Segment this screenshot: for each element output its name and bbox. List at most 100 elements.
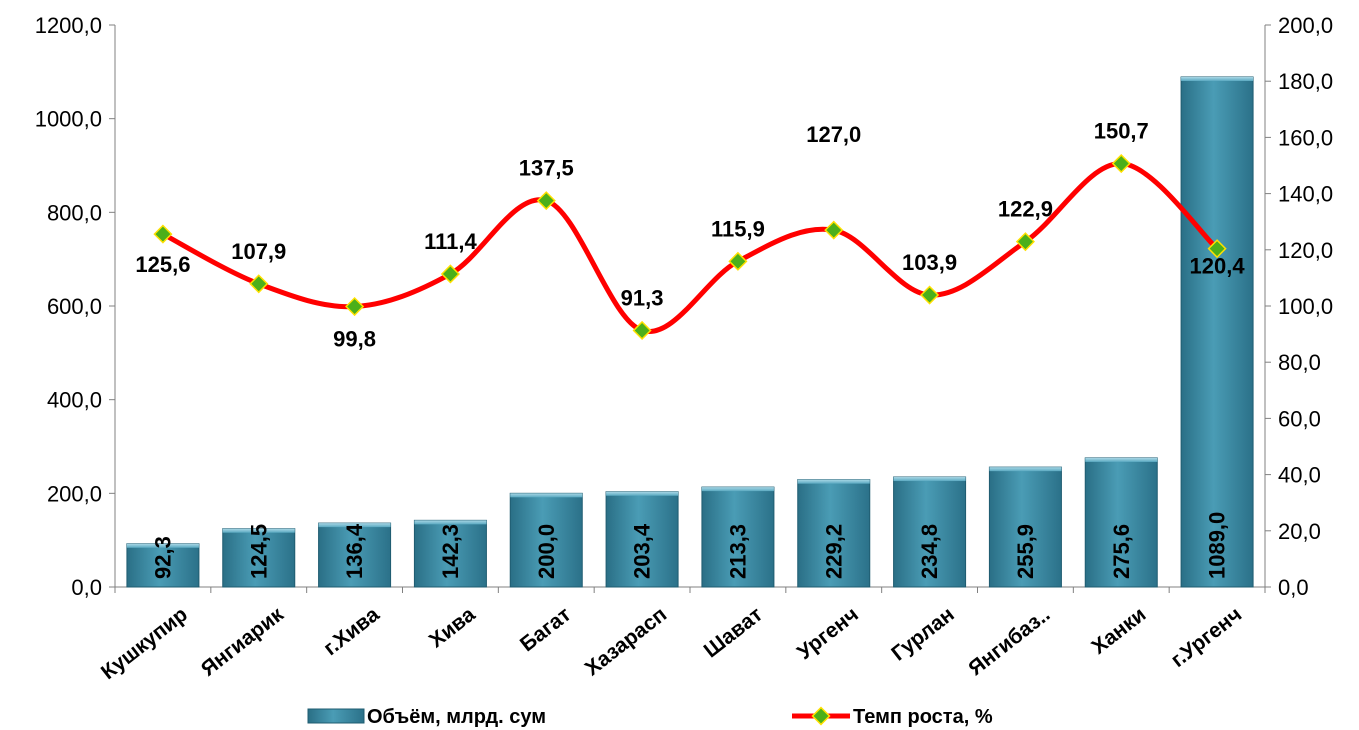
right-tick-label: 100,0 [1278,294,1333,319]
category-label: Багат [516,603,575,657]
line-value-label: 137,5 [519,156,574,181]
bar-value-label: 1089,0 [1205,512,1230,579]
line-value-label: 150,7 [1094,119,1149,144]
right-tick-label: 20,0 [1278,519,1321,544]
legend-line-label: Темп роста, % [853,706,993,728]
bar-top-highlight [222,528,295,533]
bar [413,519,487,588]
category-label: Ургенч [793,603,863,664]
bar-value-label: 213,3 [725,524,750,579]
line-marker [920,285,940,305]
bar-series [126,76,1254,588]
left-tick-label: 0,0 [71,575,102,600]
category-label: Гурлан [887,603,958,666]
line-value-label: 99,8 [333,327,376,352]
bar [893,476,967,588]
bar [797,479,871,588]
left-tick-label: 800,0 [47,200,102,225]
bar-top-highlight [414,520,487,525]
bar-value-label: 200,0 [534,524,559,579]
line-series [153,153,1227,340]
category-label: Янгибаз.. [964,603,1054,681]
right-y-axis: 0,0 20,0 40,0 60,0 80,0 100,0 120,0 140,0 160,0 1… [1264,13,1333,600]
category-label: Хива [425,603,480,653]
line-value-label: 103,9 [902,250,957,275]
bar [1180,76,1254,588]
right-tick-label: 200,0 [1278,13,1333,38]
line-marker [249,274,269,294]
legend-line-marker [811,706,831,726]
left-tick-label: 600,0 [47,294,102,319]
legend-bar-label: Объём, млрд. сум [367,706,546,728]
line-value-label: 111,4 [424,229,477,254]
line-marker [1111,153,1131,174]
line-value-label: 127,0 [806,122,861,147]
category-label: Кушкупир [97,603,192,684]
bar [701,486,775,588]
legend: Объём, млрд. сум Темп роста, % [307,706,993,728]
line-marker [1207,239,1227,259]
line-marker [153,224,173,244]
right-tick-label: 0,0 [1278,575,1309,600]
left-tick-label: 1000,0 [35,107,102,132]
bar [1084,457,1158,588]
bar-value-label: 203,4 [630,523,655,579]
right-tick-label: 40,0 [1278,463,1321,488]
bar [222,528,296,588]
bar-value-label: 124,5 [246,524,271,579]
line-marker [1015,232,1035,252]
bar-value-label: 136,4 [342,523,367,579]
bar-top-highlight [510,493,583,498]
category-label: Хазарасп [581,603,671,681]
bar-value-label: 142,3 [438,524,463,579]
right-tick-label: 180,0 [1278,69,1333,94]
line-value-label: 115,9 [711,216,765,241]
legend-bar-swatch [307,708,365,724]
line-marker [728,251,748,271]
bar-top-highlight [606,491,679,496]
category-label: Ханки [1087,603,1150,659]
bar-top-highlight [989,467,1062,472]
right-tick-label: 80,0 [1278,350,1321,375]
line-value-label: 120,4 [1190,254,1246,279]
bar-top-highlight [126,543,199,548]
bar-labels: 92,3 124,5 136,4 142,3 200,0 203,4 213,3 229,2 2… [150,512,1229,579]
growth-line [161,161,1219,335]
bar-value-label: 275,6 [1109,524,1134,579]
right-tick-label: 60,0 [1278,406,1321,431]
category-label: Янгиарик [197,603,288,681]
line-labels: 125,6 107,9 99,8 111,4 137,5 91,3 115,9 127,0 10… [135,119,1245,352]
line-marker [632,320,652,340]
left-y-axis: 0,0 200,0 400,0 600,0 800,0 1000,0 1200,0 [35,13,116,600]
line-value-label: 125,6 [135,252,190,277]
category-label: Шават [700,603,767,663]
bar-value-label: 229,2 [821,524,846,579]
left-tick-label: 1200,0 [35,13,102,38]
right-tick-label: 120,0 [1278,238,1333,263]
bar-top-highlight [797,479,870,484]
bar-top-highlight [318,523,391,528]
bar-top-highlight [1085,457,1158,462]
bar-top-highlight [893,477,966,482]
bar-value-label: 255,9 [1013,524,1038,579]
x-axis: Кушкупир Янгиарик г.Хива Хива Багат Хазарасп Ш… [97,586,1266,684]
left-tick-label: 200,0 [47,481,102,506]
right-tick-label: 160,0 [1278,125,1333,150]
bar-value-label: 234,8 [917,524,942,579]
line-marker [440,264,460,284]
left-tick-label: 400,0 [47,388,102,413]
category-label: г.Хива [319,603,384,661]
line-value-label: 91,3 [621,285,664,310]
line-value-label: 107,9 [231,239,286,264]
bar [605,491,679,588]
bar-top-highlight [1181,76,1254,81]
right-tick-label: 140,0 [1278,182,1333,207]
category-label: г.Ургенч [1167,603,1246,672]
line-marker [345,297,365,317]
bar-top-highlight [701,487,774,492]
line-value-label: 122,9 [998,197,1053,222]
line-marker [824,220,844,240]
bar [988,466,1062,588]
bar [318,522,392,588]
